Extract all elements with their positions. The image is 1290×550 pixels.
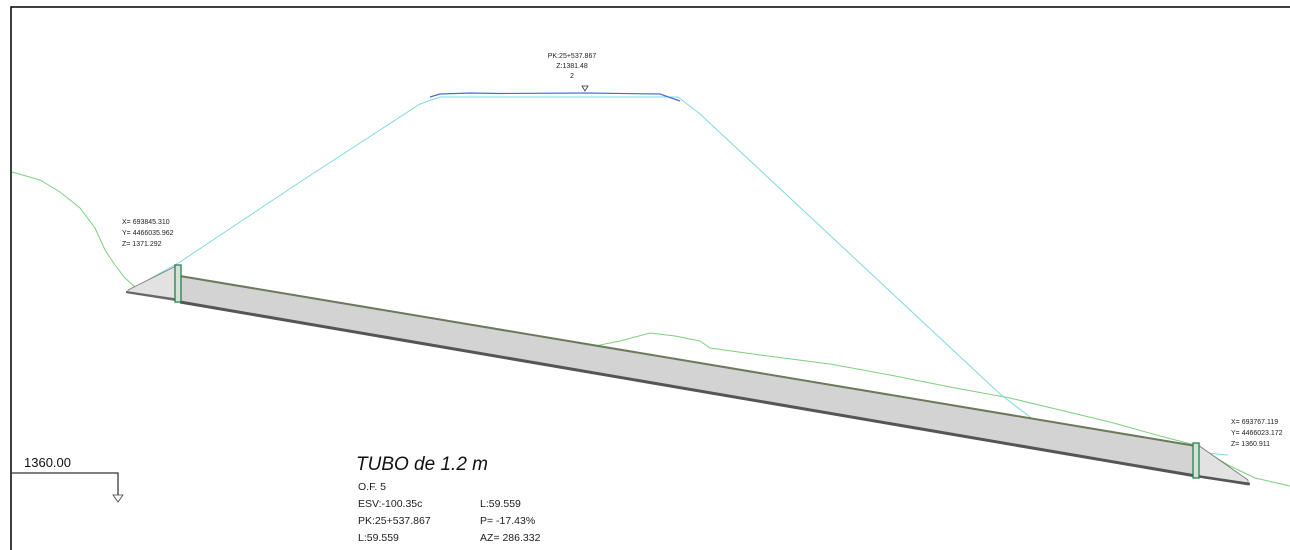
inlet-headwall [174,264,182,303]
inlet-z-label: Z= 1371.292 [122,241,162,248]
elevation-marker-icon [112,494,124,503]
pipe-slope-label: P= -17.43% [480,515,535,527]
inlet-apron-line [125,291,181,301]
station-index-label: 2 [570,73,574,80]
inlet-y-label: Y= 4466035.962 [122,230,174,237]
outlet-apron-line [1195,474,1251,486]
outlet-y-label: Y= 4466023.172 [1231,430,1283,437]
station-z-label: Z:1381.48 [556,63,588,70]
station-marker-icon [581,85,589,92]
elevation-reference-label: 1360.00 [24,455,71,470]
inlet-x-label: X= 693845.310 [122,219,170,226]
pipe-of-label: O.F. 5 [358,481,386,493]
pipe-bottom-edge [179,300,1197,478]
station-pk-label: PK:25+537.867 [548,53,597,60]
pipe-body [179,275,1197,477]
elevation-reference-line [12,472,119,495]
pipe-pk-label: PK:25+537.867 [358,515,431,527]
terrain-line [11,171,1290,487]
pipe-top-edge [179,275,1197,447]
outlet-x-label: X= 693767.119 [1231,419,1278,426]
outlet-headwall [1192,442,1200,479]
pipe-title: TUBO de 1.2 m [356,454,488,475]
embankment-slope-line [129,96,1229,456]
pipe-esv-label: ESV:-100.35c [358,498,422,510]
pipe-length-right-label: L:59.559 [480,498,521,510]
pipe-azimuth-label: AZ= 286.332 [480,532,541,544]
outlet-z-label: Z= 1360.911 [1231,441,1270,448]
pipe-length-label: L:59.559 [358,532,399,544]
road-surface-line [429,92,681,102]
drawing-frame [10,6,1290,550]
